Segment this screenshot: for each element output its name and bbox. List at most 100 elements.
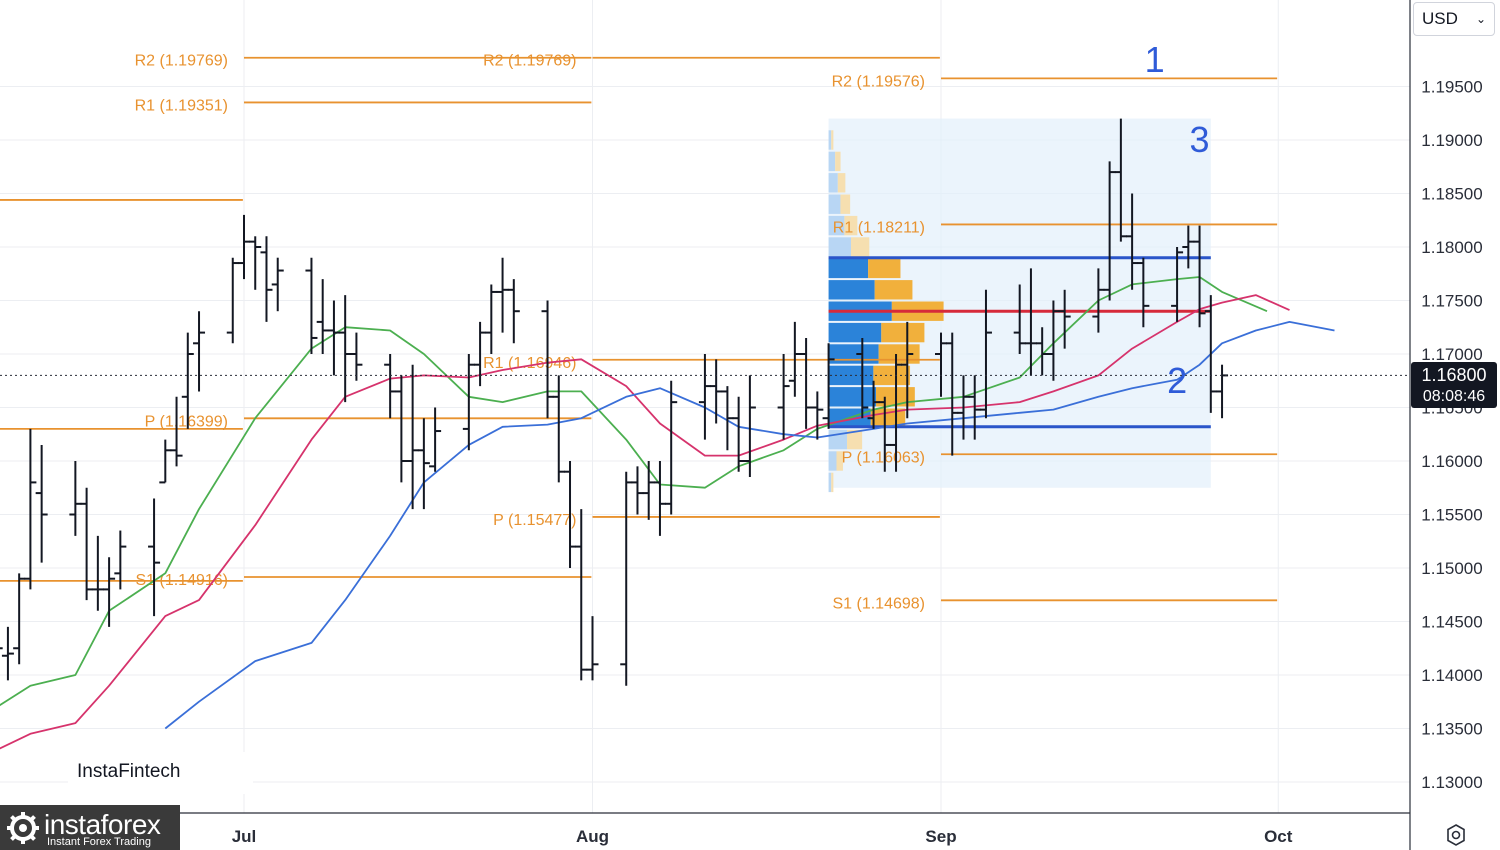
volume-profile-row-down: [840, 194, 851, 214]
ohlc-bar: [935, 332, 947, 397]
ohlc-bar: [586, 616, 599, 681]
ohlc-bar: [800, 337, 813, 429]
moving-average-line: [0, 294, 1290, 750]
volume-profile-row-down: [881, 322, 925, 343]
ohlc-bar: [856, 337, 869, 419]
volume-profile-row-up: [828, 258, 869, 279]
volume-profile-row-down: [831, 472, 834, 493]
ohlc-bar: [0, 647, 3, 650]
ohlc-bar: [69, 461, 82, 536]
ohlc-bar: [1216, 364, 1229, 419]
pivot-label: R1 (1.19351): [135, 97, 228, 114]
currency-select[interactable]: USD ⌄: [1413, 2, 1495, 36]
ohlc-bar: [462, 354, 475, 451]
ohlc-bar: [867, 380, 880, 429]
ohlc-bar: [170, 396, 183, 467]
pivot-label: R2 (1.19576): [832, 73, 925, 90]
ohlc-bar: [260, 236, 273, 322]
ohlc-bar: [13, 573, 26, 665]
ohlc-bar: [957, 375, 970, 440]
ohlc-bar: [485, 284, 498, 354]
ohlc-bar: [339, 295, 352, 403]
ohlc-bar: [1103, 161, 1116, 301]
ohlc-bar: [35, 444, 48, 563]
ohlc-bar: [575, 509, 588, 681]
ohlc-bar: [193, 311, 206, 392]
annotations: 13 2: [1145, 39, 1210, 401]
ohlc-bar: [327, 300, 340, 376]
instaforex-logo: instaforex Instant Forex Trading: [0, 805, 180, 850]
ohlc-bar: [238, 214, 250, 280]
volume-profile-row-down: [847, 429, 863, 450]
ohlc-bar: [148, 498, 161, 617]
pivot-label: R2 (1.19769): [483, 53, 576, 70]
ohlc-bar: [901, 321, 914, 419]
volume-profile-row-down: [850, 237, 870, 257]
ohlc-bar: [653, 461, 666, 536]
pivot-label: P (1.15477): [493, 512, 576, 529]
ohlc-bar: [732, 396, 745, 472]
time-tick-label: Aug: [576, 827, 609, 846]
price-tick-label: 1.13500: [1421, 720, 1482, 739]
ohlc-bar: [878, 396, 891, 472]
volume-profile-row-down: [844, 215, 858, 236]
price-tick-label: 1.19000: [1421, 131, 1482, 150]
ohlc-bar: [417, 418, 430, 510]
volume-profile-row-up: [828, 194, 841, 214]
ohlc-bar: [305, 257, 318, 354]
ohlc-bar: [1036, 327, 1049, 376]
ohlc-bar: [620, 471, 633, 686]
ohlc-bar: [1182, 225, 1195, 269]
ohlc-bar: [710, 359, 723, 424]
price-tick-label: 1.19500: [1421, 78, 1482, 97]
pivot-levels: R2 (1.19769) R1 (1.19351) P (1.16399) S1 (1…: [0, 53, 1278, 612]
ohlc-bar: [350, 332, 363, 381]
ohlc-bar: [1204, 295, 1217, 413]
pivot-label: P (1.16063): [842, 449, 925, 466]
ohlc-bar: [1114, 118, 1127, 242]
volume-profile-row-down: [837, 173, 846, 193]
pivot-label: S1 (1.14698): [832, 595, 925, 612]
ohlc-bar: [1193, 225, 1206, 328]
logo-gear-icon: [7, 812, 39, 844]
volume-profile-row-up: [828, 387, 877, 407]
ohlc-bar: [788, 321, 801, 397]
ohlc-bar: [80, 487, 93, 601]
price-tick-label: 1.18000: [1421, 238, 1482, 257]
pivot-label: R1 (1.16946): [483, 355, 576, 372]
ohlc-bar: [181, 332, 194, 429]
chevron-down-icon: ⌄: [1475, 12, 1486, 26]
last-price-badge: 1.16800 08:08:46: [1411, 362, 1497, 408]
last-price-value: 1.16800: [1421, 365, 1487, 385]
ohlc-bar: [384, 354, 397, 419]
price-tick-label: 1.17500: [1421, 292, 1482, 311]
ohlc-bar: [541, 300, 554, 419]
ohlc-bar: [777, 354, 790, 440]
price-tick-label: 1.17000: [1421, 345, 1482, 364]
ohlc-bar: [1171, 247, 1184, 322]
ohlc-bar: [91, 535, 104, 611]
volume-profile-row-down: [836, 451, 843, 471]
price-tick-label: 1.16000: [1421, 452, 1482, 471]
ohlc-bar: [1024, 268, 1037, 376]
ohlc-bar: [968, 375, 981, 440]
volume-profile-row-up: [828, 280, 875, 300]
volume-profile-row-up: [828, 322, 882, 343]
time-tick-label: Sep: [925, 827, 956, 846]
volume-profile-row-up: [828, 237, 851, 257]
ohlc-bar: [552, 375, 565, 483]
moving-average-line: [164, 321, 1335, 730]
settings-icon[interactable]: [1445, 824, 1467, 846]
ohlc-bar: [743, 375, 756, 478]
volume-profile-row-up: [828, 151, 836, 172]
ohlc-bar: [1126, 193, 1139, 290]
ohlc-bar: [631, 466, 644, 515]
ohlc-bar: [890, 354, 903, 472]
ohlc-bar: [406, 364, 419, 510]
annotation-label: 2: [1167, 360, 1187, 401]
ohlc-bars: [0, 118, 1229, 686]
volume-profile-row-down: [878, 344, 920, 364]
price-tick-label: 1.15000: [1421, 559, 1482, 578]
time-tick-label: Oct: [1264, 827, 1293, 846]
